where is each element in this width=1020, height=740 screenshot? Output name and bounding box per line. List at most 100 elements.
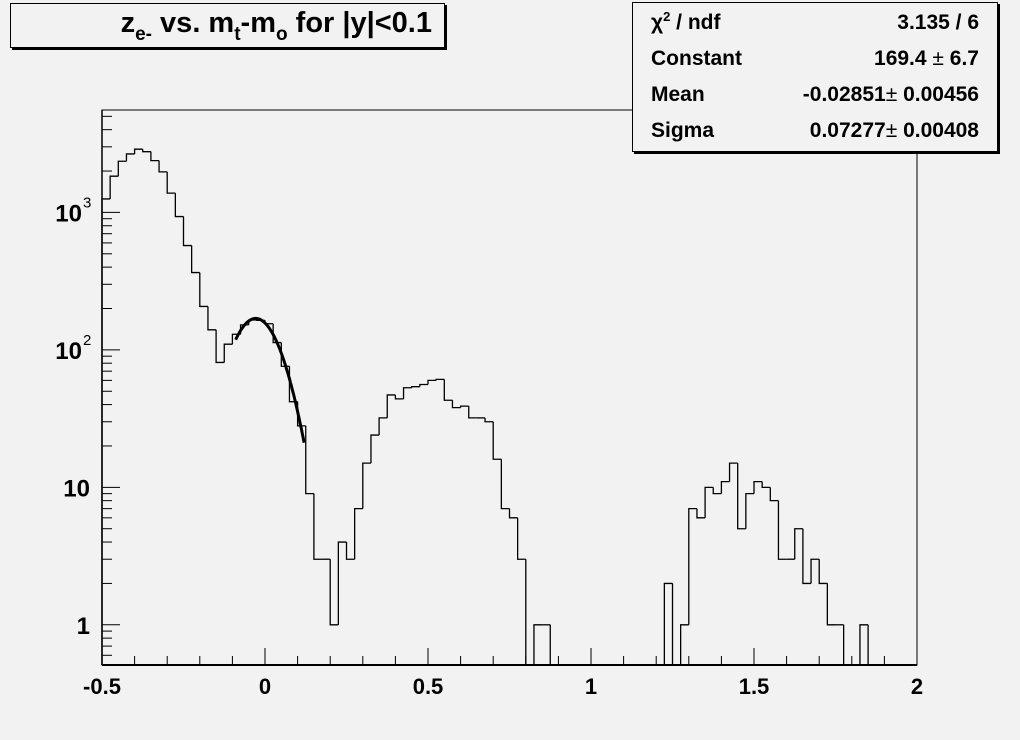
x-tick-label: 2 — [911, 674, 923, 699]
histogram-bin — [468, 406, 477, 419]
histogram-bin — [362, 462, 371, 509]
x-tick-label: 1.5 — [739, 674, 770, 699]
histogram-bin — [427, 379, 437, 385]
histogram-bin — [826, 583, 836, 626]
histogram-bin — [753, 481, 763, 494]
fit-stats-box: χ2 / ndf 3.135 / 6 Constant 169.4 ± 6.7 … — [632, 2, 998, 152]
histogram-bin — [663, 582, 673, 665]
histogram-bin — [704, 486, 714, 518]
histogram-bin — [133, 148, 143, 154]
histogram-bin — [688, 507, 697, 625]
stat-row-constant: Constant 169.4 ± 6.7 — [651, 43, 979, 77]
histogram-bin — [500, 459, 510, 510]
title-sub-e: e- — [135, 24, 152, 45]
histogram-bin — [370, 434, 380, 464]
histogram-bin — [794, 528, 803, 560]
histogram-bin — [810, 558, 820, 584]
histogram-bin — [459, 405, 469, 408]
histogram-bin — [305, 425, 314, 495]
histogram-bin — [386, 394, 396, 418]
histogram-bin — [158, 160, 168, 173]
title-sub-o: o — [276, 24, 288, 45]
histogram-bin — [671, 583, 681, 666]
y-tick-label: 1 — [77, 613, 90, 640]
histogram-bin — [737, 463, 746, 530]
histogram-bin — [769, 487, 779, 502]
title-rest: for |y|<0.1 — [287, 7, 432, 39]
histogram-bin — [484, 417, 494, 423]
histogram-bin — [191, 245, 200, 274]
histogram — [101, 148, 917, 666]
x-tick-label: 1 — [585, 674, 597, 699]
y-tick-exponent: 2 — [83, 332, 91, 349]
histogram-bin — [492, 421, 502, 460]
histogram-bin — [508, 508, 518, 519]
stat-row-sigma: Sigma 0.07277± 0.00408 — [651, 115, 979, 149]
histogram-bin — [174, 193, 184, 218]
histogram-bin — [215, 329, 225, 364]
plot-frame — [101, 109, 918, 666]
y-tick-label: 10 — [63, 475, 90, 502]
histogram-bin — [745, 492, 754, 529]
histogram-bin — [125, 153, 135, 162]
histogram-bin — [402, 387, 412, 399]
histogram-bin — [777, 500, 787, 560]
stat-label: Sigma — [651, 119, 715, 142]
y-tick-label: 10 — [55, 200, 82, 227]
x-tick-label: 0.5 — [413, 674, 444, 699]
histogram-bin — [419, 383, 428, 387]
histogram-bin — [182, 216, 192, 247]
histogram-bin — [411, 386, 420, 388]
histogram-bin — [109, 175, 119, 199]
stat-value: -0.02851± 0.00456 — [802, 83, 979, 106]
histogram-bin — [394, 394, 404, 400]
histogram-bin — [329, 559, 339, 626]
histogram-bin — [435, 378, 445, 381]
histogram-bin — [533, 624, 543, 665]
histogram-bin — [818, 559, 828, 585]
y-tick-exponent: 3 — [83, 194, 91, 211]
x-tick-label: -0.5 — [83, 674, 121, 699]
histogram-bin — [696, 508, 706, 519]
x-tick-label: 0 — [259, 674, 271, 699]
histogram-bin — [199, 272, 208, 308]
chart-title: ze- vs. mt-mo for |y|<0.1 — [120, 7, 432, 44]
stat-row-chi2: χ2 / ndf 3.135 / 6 — [651, 7, 979, 41]
histogram-bin — [549, 624, 559, 666]
stat-value: 3.135 / 6 — [897, 11, 979, 34]
histogram-bin — [117, 160, 127, 177]
stat-value: 0.07277± 0.00408 — [809, 119, 979, 142]
histogram-bin — [525, 559, 534, 666]
gaussian-fit-curve — [234, 316, 306, 443]
histogram-bin — [761, 481, 771, 488]
histogram-bin — [166, 171, 176, 194]
histogram-bin — [712, 487, 722, 495]
histogram-bin — [680, 624, 689, 665]
title-box: ze- vs. mt-mo for |y|<0.1 — [10, 3, 445, 48]
stat-label: χ2 / ndf — [651, 9, 721, 34]
title-vs: vs. m — [152, 7, 235, 39]
histogram-bin — [859, 624, 869, 665]
stat-label: Constant — [651, 47, 742, 70]
histogram-bin — [313, 493, 323, 560]
histogram-bin — [517, 517, 526, 560]
stat-value: 169.4 ± 6.7 — [874, 47, 979, 70]
histogram-bin — [345, 542, 355, 560]
histogram-bin — [223, 343, 233, 363]
title-z: z — [120, 7, 136, 39]
stat-row-mean: Mean -0.02851± 0.00456 — [651, 79, 979, 113]
histogram-bin — [867, 624, 877, 666]
histogram-bin — [728, 462, 738, 482]
histogram-bin — [378, 417, 388, 436]
histogram-bin — [142, 149, 151, 153]
histogram-bin — [207, 306, 217, 331]
y-tick-label: 10 — [55, 338, 82, 365]
histogram-bin — [101, 198, 111, 665]
histogram-bin — [720, 481, 730, 494]
histogram-bin — [443, 379, 453, 401]
histogram-bin — [802, 528, 812, 585]
histogram-bin — [337, 541, 347, 625]
histogram-bin — [843, 624, 852, 666]
histogram-bin — [451, 400, 461, 409]
